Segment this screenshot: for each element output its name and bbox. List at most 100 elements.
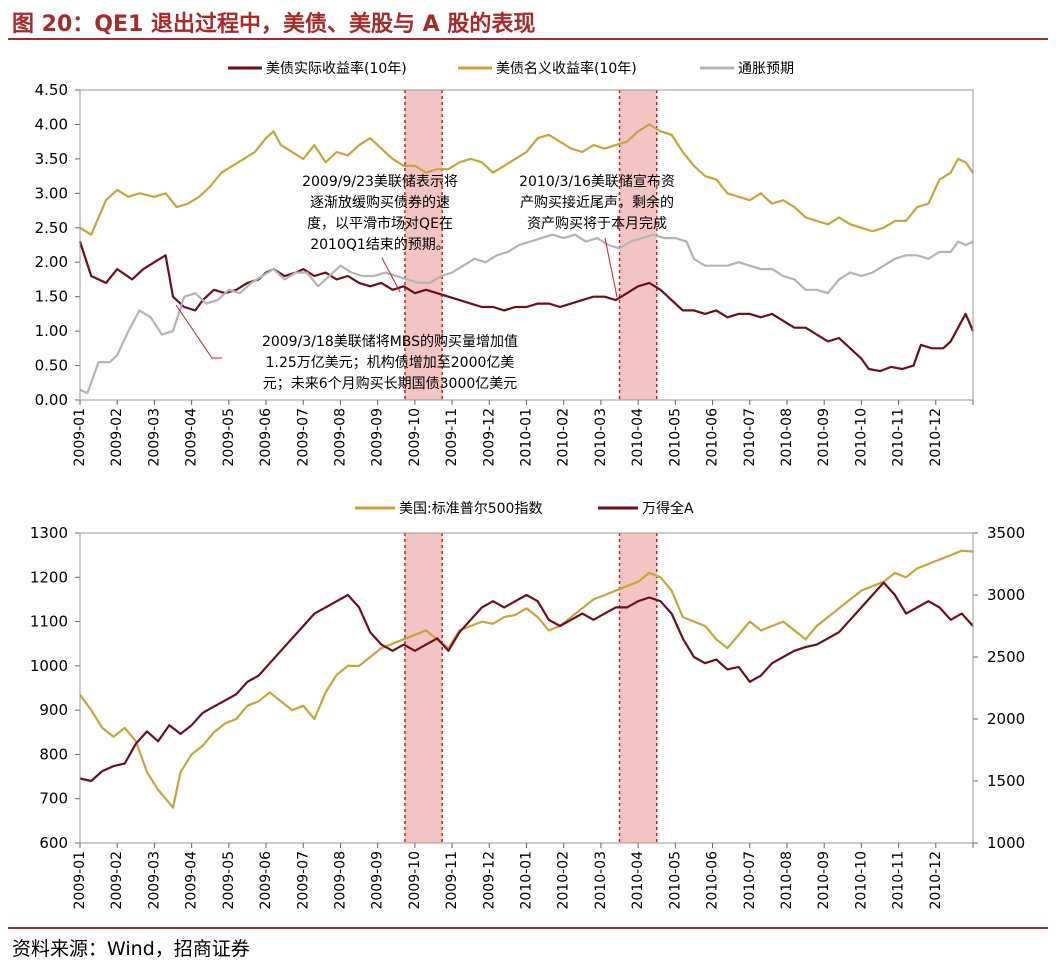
top-rule	[8, 38, 1048, 40]
series-line-inflation-expectation	[79, 233, 974, 395]
bottom-y-axes: 600 700 800 900 1000 1100 1200 1300 1000 1500 2000…	[30, 524, 1025, 852]
y-tick-label: 0.50	[35, 357, 68, 375]
y-tick-label: 0.00	[35, 391, 68, 409]
y-tick-label-left: 600	[39, 834, 68, 852]
x-tick-label: 2009-09	[370, 408, 386, 467]
x-tick-label: 2010-07	[742, 408, 758, 467]
y-tick-label: 1.00	[35, 322, 68, 340]
y-tick-label-left: 900	[39, 701, 68, 719]
annotation-line: 2009/9/23美联储表示将	[302, 174, 458, 190]
y-tick-label: 4.50	[35, 81, 68, 99]
x-tick-label: 2009-06	[258, 851, 274, 910]
y-tick-label-right: 2000	[987, 710, 1025, 728]
x-tick-label: 2010-05	[667, 408, 683, 467]
y-tick-label: 2.50	[35, 219, 68, 237]
x-tick-label: 2009-02	[109, 851, 125, 910]
annotation-line: 产购买接近尾声，剩余的	[520, 194, 674, 211]
bottom-panel: 美国:标准普尔500指数 万得全A 600 700 800 900 1000 1100 12…	[30, 500, 1025, 910]
x-tick-label: 2009-10	[407, 851, 423, 910]
y-tick-label-right: 3500	[987, 524, 1025, 542]
x-tick-label: 2009-11	[444, 851, 460, 910]
y-tick-label-left: 800	[39, 745, 68, 763]
x-tick-label: 2009-01	[72, 851, 88, 910]
annotation-2009-03-18: 2009/3/18美联储将MBS的购买量增加值 1.25万亿美元；机构债增加至2…	[175, 304, 518, 392]
x-tick-label: 2009-11	[444, 408, 460, 467]
y-tick-label-left: 700	[39, 790, 68, 808]
x-tick-label: 2009-12	[481, 851, 497, 910]
x-tick-label: 2009-03	[146, 408, 162, 467]
shaded-period	[404, 533, 443, 843]
legend-label-nominal-yield: 美债名义收益率(10年)	[496, 60, 637, 77]
x-tick-label: 2010-12	[928, 851, 944, 910]
y-tick-label-left: 1100	[30, 613, 68, 631]
x-tick-label: 2009-05	[221, 408, 237, 467]
annotation-line: 2010Q1结束的预期。	[310, 237, 450, 253]
annotation-line: 1.25万亿美元；机构债增加至2000亿美	[266, 355, 515, 371]
series-line-sp500	[79, 549, 974, 809]
x-tick-label: 2010-09	[816, 851, 832, 910]
series-line-real-yield	[78, 241, 975, 373]
bottom-legend: 美国:标准普尔500指数 万得全A	[355, 500, 694, 517]
annotation-line: 元；未来6个月购买长期国债3000亿美元	[263, 376, 518, 392]
x-tick-label: 2010-04	[630, 408, 646, 467]
x-tick-label: 2009-03	[146, 851, 162, 910]
x-tick-label: 2009-07	[295, 408, 311, 467]
x-tick-label: 2009-06	[258, 408, 274, 467]
bottom-shaded-periods	[404, 533, 658, 843]
x-tick-label: 2010-02	[556, 408, 572, 467]
x-tick-label: 2009-12	[481, 408, 497, 467]
legend-label-real-yield: 美债实际收益率(10年)	[266, 60, 407, 77]
bottom-rule	[8, 927, 1048, 929]
x-tick-label: 2010-11	[891, 408, 907, 467]
annotation-line: 逐渐放缓购买债券的速	[310, 195, 450, 211]
x-tick-label: 2009-04	[184, 851, 200, 910]
annotation-2009-09-23: 2009/9/23美联储表示将 逐渐放缓购买债券的速 度，以平滑市场对QE在 2…	[302, 174, 458, 293]
annotation-line: 度，以平滑市场对QE在	[307, 215, 453, 232]
top-legend: 美债实际收益率(10年) 美债名义收益率(10年) 通胀预期	[228, 60, 794, 77]
x-tick-label: 2010-07	[742, 851, 758, 910]
y-tick-label-left: 1300	[30, 524, 68, 542]
x-tick-label: 2009-01	[72, 408, 88, 467]
source-note: 资料来源：Wind，招商证券	[12, 938, 250, 960]
top-series-lines	[78, 123, 975, 395]
bottom-plot-frame	[79, 532, 974, 844]
top-panel: 美债实际收益率(10年) 美债名义收益率(10年) 通胀预期 0.00 0.50 1…	[35, 60, 975, 467]
annotation-pointer	[604, 237, 618, 298]
x-tick-label: 2010-11	[891, 851, 907, 910]
x-tick-label: 2010-10	[853, 851, 869, 910]
legend-label-sp500: 美国:标准普尔500指数	[399, 501, 542, 517]
bottom-x-axis: 2009-01 2009-02 2009-03 2009-04 2009-05 2009-…	[72, 843, 974, 910]
x-tick-label: 2009-05	[221, 851, 237, 910]
x-tick-label: 2010-02	[556, 851, 572, 910]
y-tick-label-left: 1200	[30, 568, 68, 586]
x-tick-label: 2009-07	[295, 851, 311, 910]
annotation-line: 2009/3/18美联储将MBS的购买量增加值	[262, 334, 518, 350]
y-tick-label-left: 1000	[30, 657, 68, 675]
top-plot-frame	[79, 89, 974, 401]
top-y-axis: 0.00 0.50 1.00 1.50 2.00 2.50 3.00 3.50 4.00 4.50	[35, 81, 80, 409]
x-tick-label: 2010-01	[519, 408, 535, 467]
x-tick-label: 2009-08	[332, 851, 348, 910]
y-tick-label: 3.50	[35, 150, 68, 168]
x-tick-label: 2010-08	[779, 851, 795, 910]
x-tick-label: 2010-03	[593, 408, 609, 467]
annotation-2010-03-16: 2010/3/16美联储宣布资 产购买接近尾声，剩余的 资产购买将于本月完成	[519, 174, 675, 298]
legend-label-inflation: 通胀预期	[738, 61, 794, 77]
x-tick-label: 2010-05	[667, 851, 683, 910]
shaded-period	[404, 90, 443, 400]
y-tick-label: 4.00	[35, 115, 68, 133]
y-tick-label-right: 1500	[987, 772, 1025, 790]
x-tick-label: 2010-12	[928, 408, 944, 467]
y-tick-label: 3.00	[35, 184, 68, 202]
annotation-pointer	[175, 304, 222, 359]
x-tick-label: 2010-04	[630, 851, 646, 910]
annotation-line: 2010/3/16美联储宣布资	[519, 174, 675, 190]
y-tick-label-right: 1000	[987, 834, 1025, 852]
figure-title: 图 20：QE1 退出过程中，美债、美股与 A 股的表现	[12, 12, 536, 37]
x-tick-label: 2010-06	[705, 408, 721, 467]
series-line-nominal-yield	[79, 123, 974, 236]
x-tick-label: 2010-09	[816, 408, 832, 467]
y-tick-label-right: 2500	[987, 648, 1025, 666]
shaded-period	[619, 533, 657, 843]
